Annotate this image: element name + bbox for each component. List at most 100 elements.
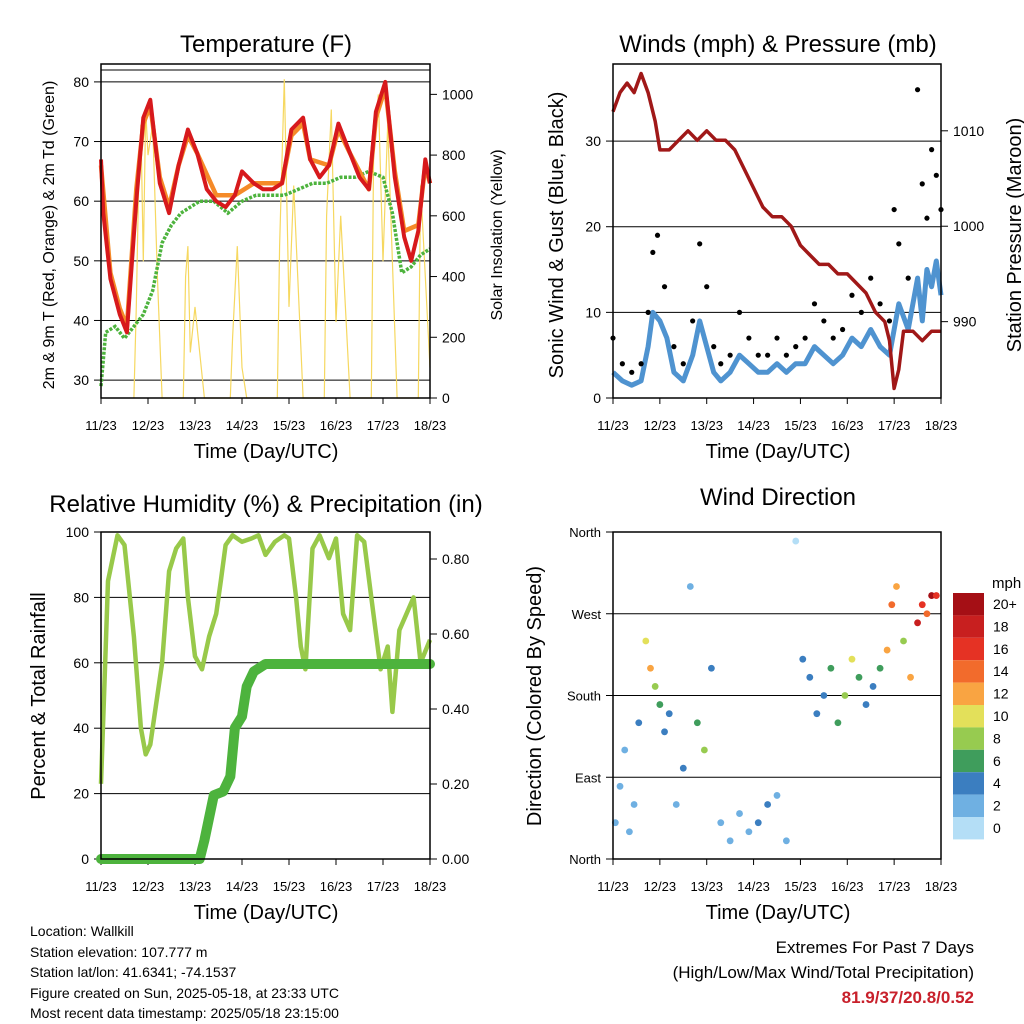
legend-label-0: 20+ xyxy=(993,596,1017,612)
ytick-label-3-2: South xyxy=(567,689,601,704)
gust-point xyxy=(868,275,874,281)
direction-point xyxy=(893,583,900,590)
direction-xlabel: Time (Day/UTC) xyxy=(706,902,851,924)
gust-point xyxy=(914,87,921,93)
gust-point xyxy=(840,326,846,333)
temperature-xlabel: Time (Day/UTC) xyxy=(194,441,339,463)
xtick-label-1-7: 18/23 xyxy=(925,418,958,433)
y2tick-label-1-2: 1010 xyxy=(953,123,984,139)
ytick-label-2-4: 80 xyxy=(73,589,89,605)
ytick-label-2-3: 60 xyxy=(73,655,89,671)
y2tick-label-0-1: 200 xyxy=(442,329,466,345)
gust-point xyxy=(886,318,893,324)
ytick-label-3-1: East xyxy=(575,770,601,785)
gust-point xyxy=(929,147,935,153)
direction-point xyxy=(679,764,687,772)
gust-point xyxy=(727,352,733,358)
temperature-y2label: Solar Insolation (Yellow) xyxy=(489,149,506,320)
gust-point xyxy=(919,181,925,187)
direction-point xyxy=(827,664,835,672)
ytick-label-0-0: 30 xyxy=(73,372,89,388)
gust-point xyxy=(765,352,771,358)
y2tick-label-1-1: 1000 xyxy=(953,218,984,234)
winds-title: Winds (mph) & Pressure (mb) xyxy=(619,31,936,58)
plot-frame-3 xyxy=(612,531,942,860)
xtick-label-3-2: 13/23 xyxy=(690,879,723,894)
xtick-label-0-5: 16/23 xyxy=(320,418,353,433)
gust-point xyxy=(661,284,668,290)
xtick-label-2-3: 14/23 xyxy=(226,879,259,894)
legend-swatch-3 xyxy=(953,660,984,683)
ytick-label-1-2: 20 xyxy=(585,219,601,235)
direction-point xyxy=(907,673,914,681)
direction-point xyxy=(834,719,842,727)
direction-point xyxy=(764,801,772,808)
gust-point xyxy=(671,344,677,350)
xtick-label-3-4: 15/23 xyxy=(784,879,817,894)
direction-point xyxy=(848,655,856,663)
info-elevation: Station elevation: 107.777 m xyxy=(30,943,208,960)
solar-insolation-line xyxy=(133,79,431,399)
xtick-label-1-2: 13/23 xyxy=(690,418,723,433)
legend-label-7: 6 xyxy=(993,753,1001,769)
direction-point xyxy=(647,664,654,672)
legend-swatch-4 xyxy=(953,682,984,705)
humidity-xlabel: Time (Day/UTC) xyxy=(194,902,339,924)
xtick-label-2-6: 17/23 xyxy=(367,879,400,894)
gust-point xyxy=(802,335,808,341)
temp-2m-line xyxy=(99,79,432,335)
gust-point xyxy=(697,241,703,247)
legend-swatch-0 xyxy=(953,593,984,616)
y2tick-label-0-5: 1000 xyxy=(442,86,473,102)
temp-9m-line xyxy=(98,85,433,329)
ytick-label-3-4: North xyxy=(569,525,601,540)
legend-title: mph xyxy=(992,575,1021,592)
direction-point xyxy=(883,646,891,654)
direction-point xyxy=(626,828,633,836)
extremes-subtitle: (High/Low/Max Wind/Total Precipitation) xyxy=(672,963,974,982)
ytick-label-2-5: 100 xyxy=(66,524,90,540)
legend-label-1: 18 xyxy=(993,618,1009,634)
gust-point xyxy=(821,318,827,324)
direction-point xyxy=(700,746,708,754)
gust-point xyxy=(718,361,724,367)
direction-point xyxy=(928,592,936,599)
gust-point xyxy=(638,361,644,367)
gust-point xyxy=(680,361,686,367)
gust-point xyxy=(645,309,651,315)
xtick-label-0-0: 11/23 xyxy=(85,418,117,433)
legend-swatch-9 xyxy=(953,794,984,817)
direction-point xyxy=(616,782,624,790)
direction-point xyxy=(708,664,715,672)
xtick-label-2-2: 13/23 xyxy=(179,879,212,894)
y2tick-label-2-4: 0.80 xyxy=(442,551,469,567)
xtick-label-1-5: 16/23 xyxy=(831,418,864,433)
direction-point xyxy=(900,637,907,645)
direction-point xyxy=(806,673,814,681)
xtick-label-3-5: 16/23 xyxy=(831,879,864,894)
xtick-label-3-7: 18/23 xyxy=(925,879,958,894)
gust-point xyxy=(619,361,625,367)
gust-point xyxy=(891,206,897,213)
direction-point xyxy=(782,837,790,845)
direction-point xyxy=(642,637,650,645)
direction-point xyxy=(923,610,931,618)
direction-point xyxy=(672,801,680,808)
ytick-label-0-3: 60 xyxy=(73,193,89,209)
temperature-title: Temperature (F) xyxy=(180,31,352,58)
gust-point xyxy=(711,344,717,350)
legend-label-2: 16 xyxy=(993,641,1009,657)
legend-label-10: 0 xyxy=(993,820,1001,836)
ytick-label-2-2: 40 xyxy=(73,720,89,736)
direction-point xyxy=(820,692,828,699)
xtick-label-1-4: 15/23 xyxy=(784,418,817,433)
direction-point xyxy=(630,801,638,808)
plot-frame-0 xyxy=(100,63,431,399)
xtick-label-1-0: 11/23 xyxy=(597,418,629,433)
legend-swatch-6 xyxy=(953,727,984,750)
direction-point xyxy=(736,810,743,817)
direction-point xyxy=(717,819,725,827)
gust-point xyxy=(774,335,780,341)
plot-frame-1 xyxy=(612,63,942,399)
